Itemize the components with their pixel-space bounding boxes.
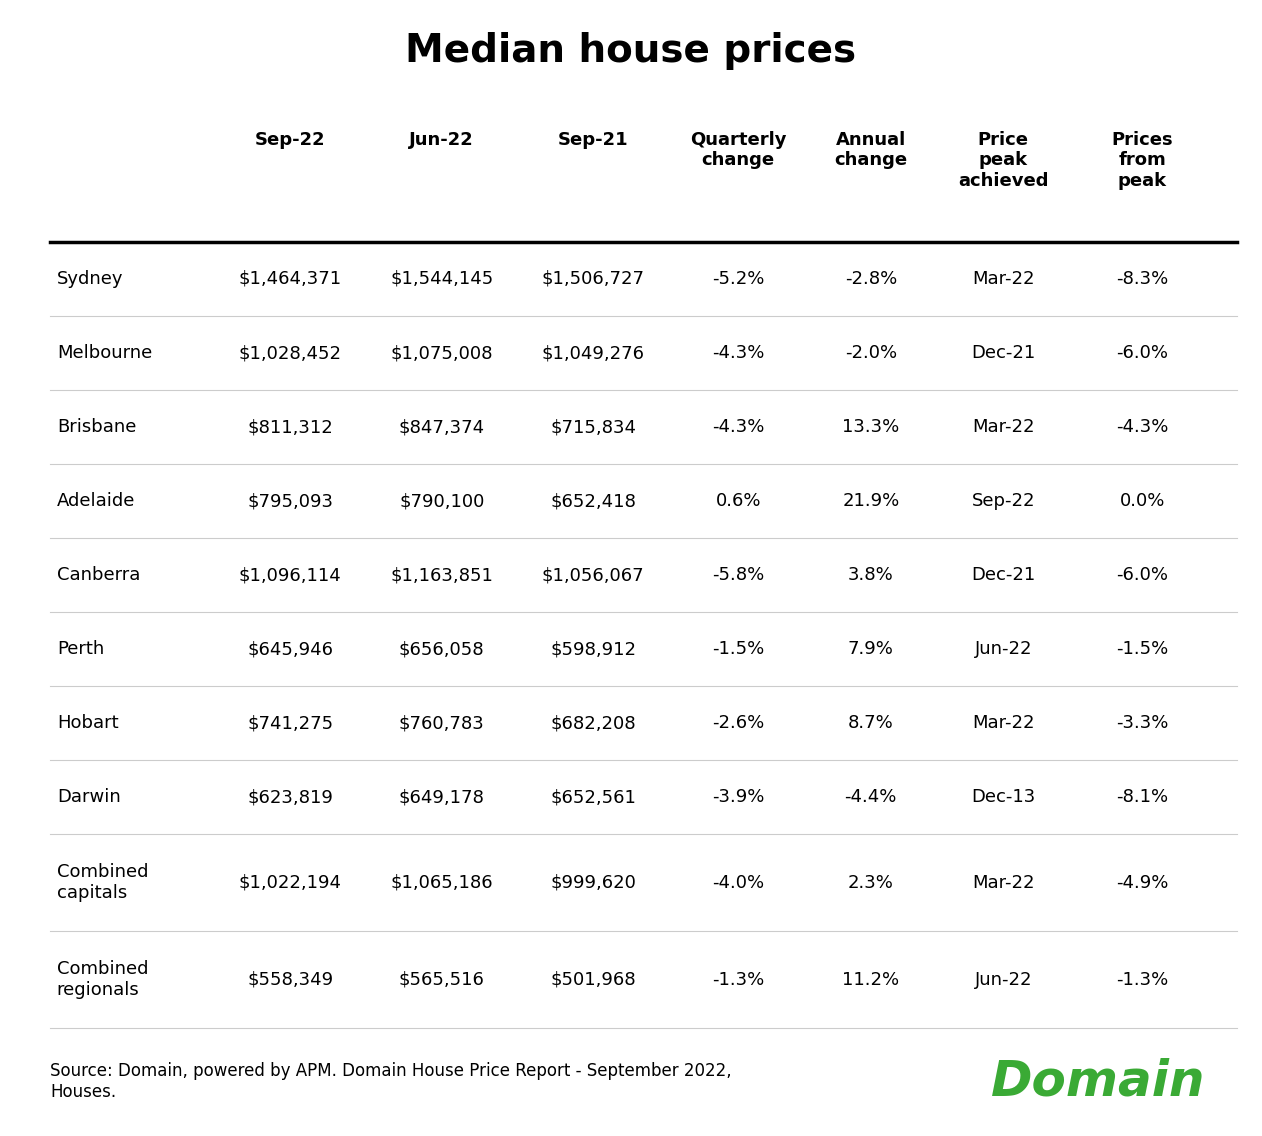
Text: 7.9%: 7.9% [848, 641, 893, 658]
Text: Sep-21: Sep-21 [558, 131, 628, 149]
Text: $1,506,727: $1,506,727 [541, 270, 645, 289]
Text: Quarterly
change: Quarterly change [690, 131, 786, 169]
Text: 0.6%: 0.6% [716, 492, 761, 510]
Text: Sydney: Sydney [57, 270, 124, 289]
Text: -6.0%: -6.0% [1116, 566, 1169, 584]
Text: Mar-22: Mar-22 [972, 270, 1035, 289]
Text: $1,022,194: $1,022,194 [239, 874, 342, 892]
Text: $999,620: $999,620 [550, 874, 636, 892]
Text: $811,312: $811,312 [247, 418, 333, 436]
Text: -4.3%: -4.3% [712, 418, 765, 436]
Text: $1,028,452: $1,028,452 [239, 344, 342, 362]
Text: $741,275: $741,275 [247, 715, 333, 733]
Text: 0.0%: 0.0% [1119, 492, 1165, 510]
Text: Prices
from
peak: Prices from peak [1112, 131, 1172, 190]
Text: $760,783: $760,783 [399, 715, 485, 733]
Text: -3.3%: -3.3% [1116, 715, 1169, 733]
Text: -4.3%: -4.3% [712, 344, 765, 362]
Text: Dec-21: Dec-21 [972, 566, 1035, 584]
Text: $795,093: $795,093 [247, 492, 333, 510]
Text: $565,516: $565,516 [399, 970, 485, 988]
Text: -5.8%: -5.8% [712, 566, 765, 584]
Text: 2.3%: 2.3% [848, 874, 893, 892]
Text: -8.3%: -8.3% [1116, 270, 1169, 289]
Text: -6.0%: -6.0% [1116, 344, 1169, 362]
Text: Mar-22: Mar-22 [972, 874, 1035, 892]
Text: $715,834: $715,834 [550, 418, 636, 436]
Text: Jun-22: Jun-22 [409, 131, 475, 149]
Text: -4.3%: -4.3% [1116, 418, 1169, 436]
Text: Median house prices: Median house prices [405, 32, 857, 70]
Text: Combined
capitals: Combined capitals [57, 863, 149, 902]
Text: $652,561: $652,561 [550, 788, 636, 807]
Text: Sep-22: Sep-22 [255, 131, 326, 149]
Text: $847,374: $847,374 [399, 418, 485, 436]
Text: -2.6%: -2.6% [712, 715, 765, 733]
Text: Combined
regionals: Combined regionals [57, 960, 149, 999]
Text: $598,912: $598,912 [550, 641, 636, 658]
Text: $790,100: $790,100 [399, 492, 485, 510]
Text: Price
peak
achieved: Price peak achieved [958, 131, 1049, 190]
Text: 11.2%: 11.2% [842, 970, 900, 988]
Text: -4.9%: -4.9% [1116, 874, 1169, 892]
Text: Melbourne: Melbourne [57, 344, 151, 362]
Text: Adelaide: Adelaide [57, 492, 135, 510]
Text: $558,349: $558,349 [247, 970, 333, 988]
Text: $1,163,851: $1,163,851 [390, 566, 493, 584]
Text: $682,208: $682,208 [550, 715, 636, 733]
Text: -5.2%: -5.2% [712, 270, 765, 289]
Text: Sep-22: Sep-22 [972, 492, 1035, 510]
Text: Jun-22: Jun-22 [974, 970, 1032, 988]
Text: Jun-22: Jun-22 [974, 641, 1032, 658]
Text: Mar-22: Mar-22 [972, 715, 1035, 733]
Text: Perth: Perth [57, 641, 103, 658]
Text: -1.3%: -1.3% [712, 970, 765, 988]
Text: -4.0%: -4.0% [712, 874, 765, 892]
Text: Brisbane: Brisbane [57, 418, 136, 436]
Text: 8.7%: 8.7% [848, 715, 893, 733]
Text: -1.5%: -1.5% [1116, 641, 1169, 658]
Text: Mar-22: Mar-22 [972, 418, 1035, 436]
Text: -1.3%: -1.3% [1116, 970, 1169, 988]
Text: -3.9%: -3.9% [712, 788, 765, 807]
Text: Hobart: Hobart [57, 715, 119, 733]
Text: -8.1%: -8.1% [1116, 788, 1169, 807]
Text: $1,544,145: $1,544,145 [390, 270, 493, 289]
Text: Source: Domain, powered by APM. Domain House Price Report - September 2022,
Hous: Source: Domain, powered by APM. Domain H… [50, 1062, 732, 1101]
Text: -2.0%: -2.0% [844, 344, 897, 362]
Text: $1,056,067: $1,056,067 [541, 566, 645, 584]
Text: $1,464,371: $1,464,371 [239, 270, 342, 289]
Text: $501,968: $501,968 [550, 970, 636, 988]
Text: $649,178: $649,178 [399, 788, 485, 807]
Text: 3.8%: 3.8% [848, 566, 893, 584]
Text: 13.3%: 13.3% [842, 418, 900, 436]
Text: -2.8%: -2.8% [844, 270, 897, 289]
Text: $1,075,008: $1,075,008 [390, 344, 493, 362]
Text: 21.9%: 21.9% [842, 492, 900, 510]
Text: $1,096,114: $1,096,114 [239, 566, 342, 584]
Text: $623,819: $623,819 [247, 788, 333, 807]
Text: Domain: Domain [991, 1058, 1205, 1105]
Text: Dec-13: Dec-13 [972, 788, 1035, 807]
Text: $1,065,186: $1,065,186 [390, 874, 493, 892]
Text: -1.5%: -1.5% [712, 641, 765, 658]
Text: Annual
change: Annual change [834, 131, 907, 169]
Text: Dec-21: Dec-21 [972, 344, 1035, 362]
Text: Canberra: Canberra [57, 566, 140, 584]
Text: $1,049,276: $1,049,276 [541, 344, 645, 362]
Text: $645,946: $645,946 [247, 641, 333, 658]
Text: Darwin: Darwin [57, 788, 121, 807]
Text: -4.4%: -4.4% [844, 788, 897, 807]
Text: $652,418: $652,418 [550, 492, 636, 510]
Text: $656,058: $656,058 [399, 641, 485, 658]
